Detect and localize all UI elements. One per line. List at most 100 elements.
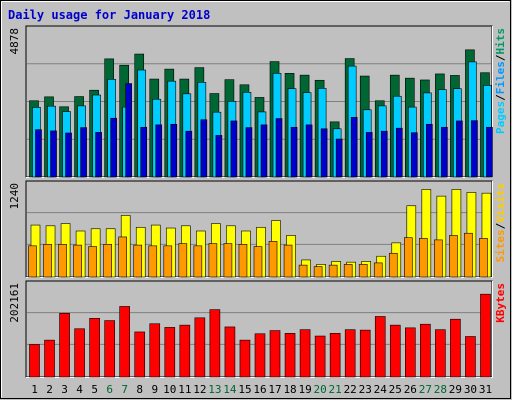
x-tick-label-28: 28 <box>434 383 447 396</box>
bar-kbytes-day-6 <box>104 320 115 378</box>
y-max-label: 202161 <box>8 283 21 323</box>
x-tick-label-12: 12 <box>193 383 206 396</box>
x-tick-label-24: 24 <box>374 383 388 396</box>
legend-item: Hits <box>494 28 507 55</box>
bar-kbytes-day-10 <box>164 327 176 378</box>
bar-pages-day-20 <box>320 128 328 178</box>
bar-pages-day-26 <box>411 132 418 178</box>
bar-pages-day-18 <box>290 126 298 178</box>
bar-pages-day-25 <box>395 127 403 178</box>
bar-sites-day-4 <box>73 244 82 278</box>
x-tick-label-9: 9 <box>151 383 158 396</box>
x-tick-label-29: 29 <box>449 383 462 396</box>
bar-pages-day-11 <box>185 130 193 178</box>
bar-pages-day-23 <box>365 132 373 178</box>
bar-sites-day-12 <box>193 245 203 278</box>
bar-kbytes-day-14 <box>224 326 236 378</box>
series-pages <box>35 83 493 178</box>
legend-item: Sites <box>494 229 507 262</box>
series-kbytes <box>29 293 491 378</box>
bar-kbytes-day-11 <box>179 324 191 378</box>
bar-sites-day-2 <box>43 244 52 278</box>
bar-pages-day-7 <box>125 83 132 178</box>
bar-sites-day-5 <box>88 246 97 278</box>
bar-pages-day-14 <box>230 120 238 178</box>
x-tick-label-27: 27 <box>419 383 432 396</box>
legend-item: KBytes <box>494 283 507 323</box>
bar-kbytes-day-7 <box>119 306 130 378</box>
x-tick-label-6: 6 <box>106 383 113 396</box>
bar-pages-day-10 <box>170 123 178 178</box>
panel-pages-files-hits: 4878 Pages/Files/Hits <box>8 25 507 178</box>
bar-kbytes-day-30 <box>465 336 476 378</box>
bar-sites-day-29 <box>449 235 458 278</box>
legend-visits-sites: Sites/Visits <box>494 183 507 263</box>
bar-pages-day-13 <box>215 135 223 178</box>
x-tick-label-10: 10 <box>163 383 176 396</box>
x-tick-label-8: 8 <box>136 383 143 396</box>
x-tick-label-3: 3 <box>61 383 68 396</box>
x-tick-label-2: 2 <box>46 383 53 396</box>
bar-kbytes-day-27 <box>420 323 431 378</box>
panel-kbytes: 202161 KBytes <box>8 280 507 378</box>
bar-pages-day-27 <box>426 123 433 178</box>
bar-sites-day-6 <box>103 244 112 278</box>
bar-sites-day-19 <box>298 264 308 278</box>
bar-sites-day-8 <box>133 244 143 278</box>
y-max-label: 4878 <box>8 28 21 55</box>
x-tick-label-13: 13 <box>208 383 221 396</box>
bar-pages-day-8 <box>140 126 148 178</box>
bar-kbytes-day-8 <box>134 331 146 378</box>
bar-kbytes-day-2 <box>44 339 55 378</box>
bar-kbytes-day-13 <box>209 309 221 378</box>
bar-sites-day-25 <box>388 252 398 278</box>
x-tick-label-21: 21 <box>329 383 342 396</box>
x-tick-label-1: 1 <box>31 383 38 396</box>
legend-item: / <box>494 54 507 61</box>
bar-sites-day-28 <box>434 239 443 278</box>
bar-kbytes-day-17 <box>269 330 281 378</box>
series-sites <box>28 232 488 278</box>
bar-kbytes-day-5 <box>89 317 100 378</box>
chart-title: Daily usage for January 2018 <box>8 8 210 22</box>
bar-pages-day-29 <box>456 120 463 178</box>
bar-sites-day-31 <box>479 238 488 278</box>
x-tick-label-19: 19 <box>298 383 311 396</box>
bar-pages-day-16 <box>260 124 268 178</box>
bar-pages-day-28 <box>441 126 448 178</box>
bar-pages-day-5 <box>95 132 102 178</box>
bar-sites-day-13 <box>208 243 218 278</box>
legend-kbytes: KBytes <box>494 283 507 323</box>
bar-sites-day-18 <box>283 244 293 278</box>
bar-pages-day-21 <box>335 138 343 178</box>
bar-kbytes-day-18 <box>284 333 296 378</box>
bar-sites-day-1 <box>28 245 37 278</box>
legend-item: / <box>494 94 507 101</box>
bar-sites-day-23 <box>358 264 368 278</box>
bar-kbytes-day-19 <box>299 329 311 378</box>
x-tick-label-16: 16 <box>253 383 266 396</box>
bar-kbytes-day-24 <box>374 316 386 378</box>
bar-kbytes-day-9 <box>149 323 161 378</box>
bar-kbytes-day-23 <box>359 329 371 378</box>
bar-sites-day-21 <box>328 264 338 278</box>
bar-kbytes-day-3 <box>59 312 70 378</box>
bar-kbytes-day-12 <box>194 317 206 378</box>
bar-kbytes-day-1 <box>29 344 40 378</box>
x-tick-label-20: 20 <box>314 383 327 396</box>
bar-kbytes-day-26 <box>405 327 416 378</box>
bar-kbytes-day-25 <box>389 324 401 378</box>
bar-pages-day-12 <box>200 119 208 178</box>
bar-sites-day-16 <box>253 246 263 278</box>
x-tick-label-25: 25 <box>389 383 402 396</box>
bar-kbytes-day-29 <box>450 318 461 378</box>
bar-pages-day-24 <box>380 130 388 178</box>
bar-sites-day-27 <box>419 238 428 278</box>
x-tick-label-22: 22 <box>344 383 357 396</box>
x-tick-label-4: 4 <box>76 383 83 396</box>
bar-pages-day-30 <box>471 120 478 178</box>
bar-kbytes-day-20 <box>314 335 326 378</box>
legend-pages-files-hits: Pages/Files/Hits <box>494 28 507 134</box>
bar-pages-day-2 <box>50 130 57 178</box>
